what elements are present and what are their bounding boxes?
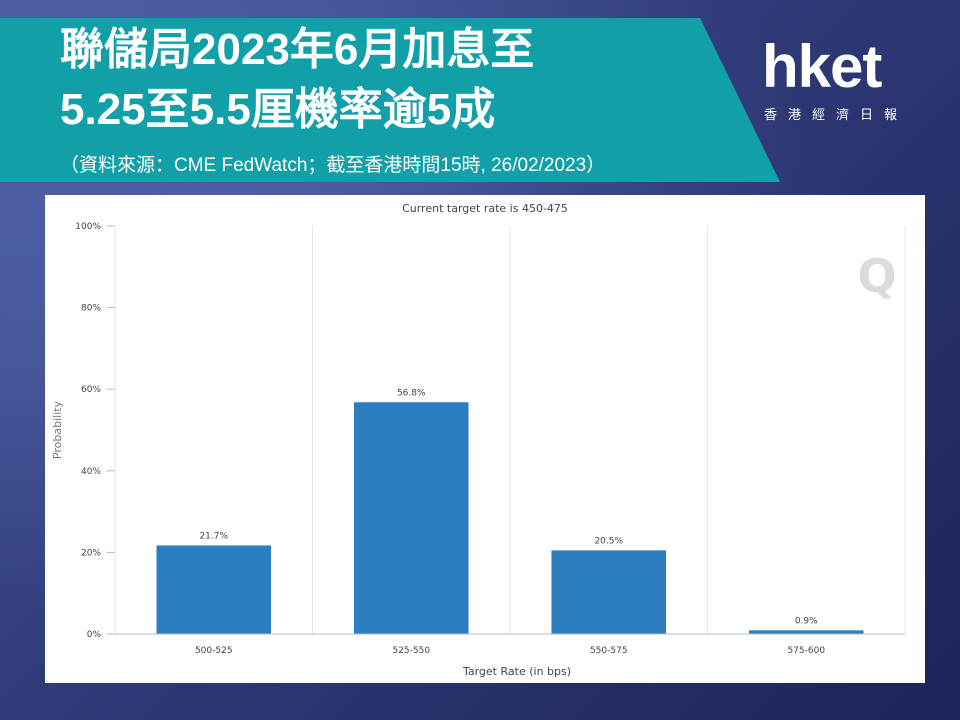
- x-tick-label: 575-600: [787, 646, 825, 656]
- page-title-line1: 聯儲局2023年6月加息至: [60, 25, 535, 74]
- source-note: （資料來源：CME FedWatch；截至香港時間15時, 26/02/2023…: [60, 155, 606, 176]
- y-tick-label: 20%: [81, 548, 101, 558]
- y-tick-label: 60%: [81, 385, 101, 395]
- data-label: 21.7%: [199, 531, 228, 541]
- bar-500-525: [156, 545, 272, 634]
- bar-575-600: [748, 630, 864, 634]
- y-tick-label: 40%: [81, 467, 101, 477]
- page-title-line2: 5.25至5.5厘機率逾5成: [60, 85, 496, 134]
- data-label: 56.8%: [397, 388, 426, 398]
- data-label: 20.5%: [594, 536, 623, 546]
- title-banner: [0, 18, 780, 182]
- data-label: 0.9%: [795, 616, 818, 626]
- x-axis-label: Target Rate (in bps): [462, 665, 571, 678]
- bar-550-575: [551, 550, 667, 634]
- y-tick-label: 80%: [81, 304, 101, 314]
- y-axis-label: Probability: [51, 400, 64, 459]
- logo-subtitle: 香港經濟日報: [764, 107, 909, 122]
- x-tick-label: 550-575: [590, 646, 628, 656]
- y-tick-label: 100%: [75, 222, 101, 232]
- chart-panel: Q 21.7% 56.8% 20.5% 0.9% 0% 20% 40% 60% 80% 100%…: [45, 195, 925, 683]
- hket-logo: hket 香港經濟日報: [762, 32, 922, 132]
- chart-grid: [114, 226, 906, 634]
- y-axis-ticks: 0% 20% 40% 60% 80% 100%: [75, 222, 115, 640]
- y-tick-label: 0%: [87, 630, 102, 640]
- x-tick-label: 525-550: [392, 646, 430, 656]
- chart-title: Current target rate is 450-475: [402, 202, 568, 215]
- bar-525-550: [353, 402, 469, 634]
- logo-wordmark: hket: [762, 33, 882, 100]
- x-tick-label: 500-525: [195, 646, 233, 656]
- bar-series: 21.7% 56.8% 20.5% 0.9%: [156, 388, 864, 634]
- watermark-q-icon: Q: [857, 249, 896, 303]
- bar-chart: Q 21.7% 56.8% 20.5% 0.9% 0% 20% 40% 60% 80% 100%…: [51, 202, 906, 678]
- x-axis-ticks: 500-525 525-550 550-575 575-600: [195, 646, 825, 656]
